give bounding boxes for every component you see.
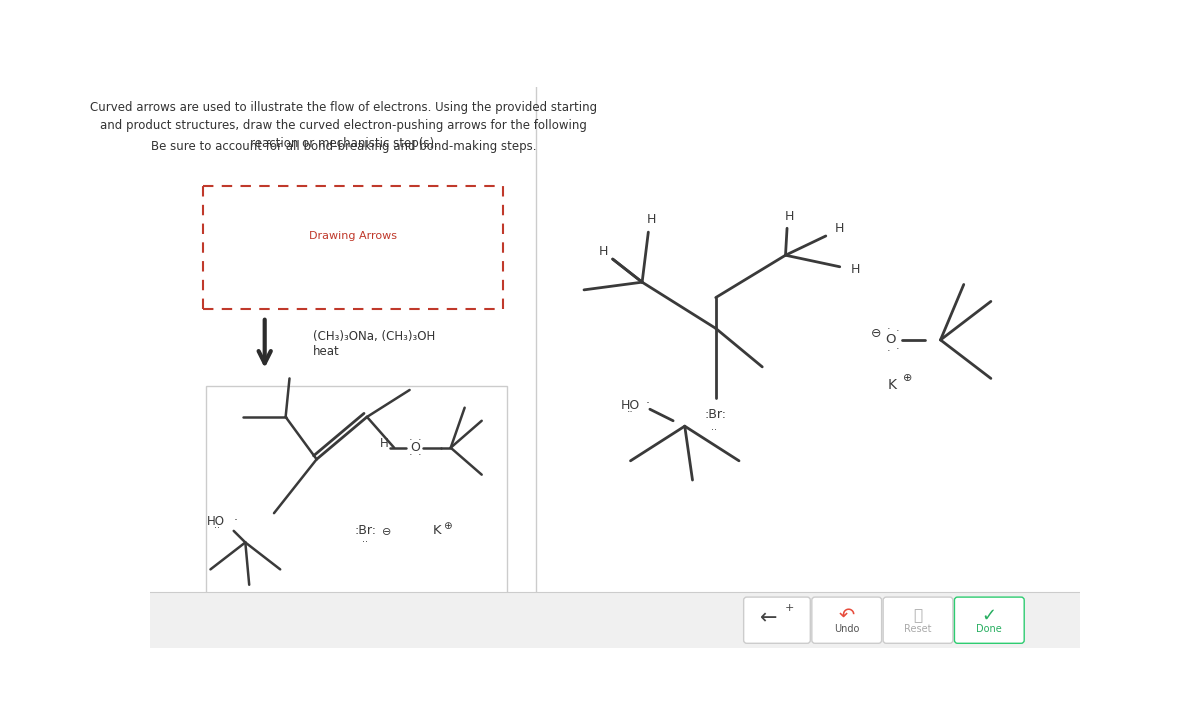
- Text: ⊕: ⊕: [904, 373, 913, 384]
- Text: H: H: [599, 245, 608, 258]
- Text: K: K: [888, 378, 896, 392]
- Text: ·: ·: [887, 324, 890, 334]
- Text: ·: ·: [233, 513, 238, 526]
- Text: O: O: [884, 333, 895, 347]
- Text: ·: ·: [418, 435, 421, 445]
- Text: H: H: [647, 213, 656, 226]
- Text: ·: ·: [896, 325, 900, 336]
- Text: H: H: [851, 263, 860, 276]
- Text: ·: ·: [887, 346, 890, 356]
- Text: Be sure to account for all bond-breaking and bond-making steps.: Be sure to account for all bond-breaking…: [151, 140, 536, 153]
- Text: Drawing Arrows: Drawing Arrows: [308, 231, 397, 241]
- Text: :Br:: :Br:: [704, 408, 727, 421]
- Text: ·: ·: [408, 451, 413, 460]
- Text: Reset: Reset: [905, 625, 931, 634]
- Bar: [206, 386, 506, 619]
- Text: ↶: ↶: [839, 606, 854, 625]
- Text: ⌄: ⌄: [347, 601, 364, 620]
- Text: ··: ··: [712, 425, 718, 435]
- Text: HO: HO: [206, 515, 224, 528]
- Text: ·: ·: [418, 451, 421, 460]
- Text: H: H: [835, 222, 845, 234]
- Bar: [150, 593, 1080, 648]
- Text: Done: Done: [977, 625, 1002, 634]
- Text: ⊖: ⊖: [383, 527, 392, 537]
- Text: +: +: [785, 603, 794, 613]
- Text: ·: ·: [408, 435, 413, 445]
- FancyBboxPatch shape: [812, 597, 882, 644]
- Text: Undo: Undo: [834, 625, 859, 634]
- Text: H: H: [785, 210, 794, 223]
- Text: HO: HO: [620, 399, 640, 412]
- Text: O: O: [410, 441, 420, 454]
- Text: 🗑: 🗑: [913, 608, 923, 623]
- Text: (CH₃)₃ONa, (CH₃)₃OH: (CH₃)₃ONa, (CH₃)₃OH: [313, 330, 436, 343]
- Text: H: H: [379, 438, 389, 451]
- Text: ⊕: ⊕: [443, 521, 452, 531]
- Text: ✓: ✓: [982, 606, 997, 625]
- FancyBboxPatch shape: [954, 597, 1025, 644]
- Text: :Br:: :Br:: [354, 524, 377, 537]
- FancyBboxPatch shape: [883, 597, 953, 644]
- Text: ··: ··: [362, 537, 368, 547]
- Text: K: K: [432, 524, 442, 537]
- Text: Curved arrows are used to illustrate the flow of electrons. Using the provided s: Curved arrows are used to illustrate the…: [90, 101, 598, 150]
- Text: ·: ·: [646, 397, 649, 411]
- Text: ·: ·: [896, 344, 900, 354]
- Text: ⊖: ⊖: [871, 328, 882, 340]
- Text: ··: ··: [628, 407, 634, 417]
- FancyBboxPatch shape: [744, 597, 810, 644]
- Text: ··: ··: [214, 523, 220, 533]
- Text: heat: heat: [313, 345, 340, 358]
- Text: ←: ←: [760, 609, 778, 629]
